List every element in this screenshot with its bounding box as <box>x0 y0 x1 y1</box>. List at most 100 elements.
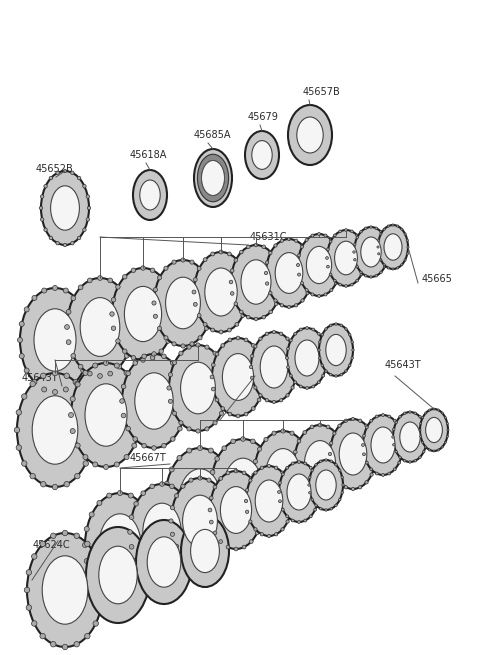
Ellipse shape <box>306 246 332 284</box>
Ellipse shape <box>399 415 401 418</box>
Ellipse shape <box>198 266 202 271</box>
Ellipse shape <box>315 504 317 506</box>
Ellipse shape <box>382 413 384 417</box>
Ellipse shape <box>395 421 397 424</box>
Ellipse shape <box>122 349 127 354</box>
Ellipse shape <box>393 443 395 446</box>
Ellipse shape <box>221 494 226 498</box>
Text: 45679: 45679 <box>248 112 279 122</box>
Ellipse shape <box>120 399 124 403</box>
Ellipse shape <box>196 343 200 347</box>
Ellipse shape <box>324 293 327 296</box>
Ellipse shape <box>278 481 281 484</box>
Ellipse shape <box>396 267 399 269</box>
Ellipse shape <box>166 285 170 290</box>
Ellipse shape <box>330 373 332 376</box>
Ellipse shape <box>359 485 362 489</box>
Ellipse shape <box>170 533 175 536</box>
Ellipse shape <box>141 491 145 495</box>
Ellipse shape <box>204 276 208 280</box>
Ellipse shape <box>40 217 44 221</box>
Ellipse shape <box>330 419 376 489</box>
Ellipse shape <box>297 263 300 267</box>
Ellipse shape <box>421 441 424 443</box>
Ellipse shape <box>74 641 80 647</box>
Ellipse shape <box>317 500 320 502</box>
Ellipse shape <box>320 508 322 510</box>
Ellipse shape <box>85 493 155 597</box>
Ellipse shape <box>300 385 302 388</box>
Ellipse shape <box>86 354 91 358</box>
Ellipse shape <box>114 363 120 368</box>
Ellipse shape <box>375 274 377 277</box>
Ellipse shape <box>294 239 298 242</box>
Ellipse shape <box>85 384 127 446</box>
Ellipse shape <box>370 276 372 278</box>
Ellipse shape <box>447 429 449 431</box>
Ellipse shape <box>328 453 332 456</box>
Text: 45665: 45665 <box>422 274 453 284</box>
Ellipse shape <box>356 236 359 238</box>
Ellipse shape <box>338 481 341 484</box>
Ellipse shape <box>97 584 102 590</box>
Ellipse shape <box>325 509 327 511</box>
Ellipse shape <box>370 226 372 228</box>
Ellipse shape <box>401 453 404 456</box>
Ellipse shape <box>19 322 24 326</box>
Ellipse shape <box>275 259 278 262</box>
Ellipse shape <box>215 553 219 558</box>
Ellipse shape <box>306 252 309 255</box>
Ellipse shape <box>75 382 80 387</box>
Ellipse shape <box>186 502 190 506</box>
Text: 45685A: 45685A <box>194 130 231 140</box>
Ellipse shape <box>294 425 346 503</box>
Ellipse shape <box>80 297 120 356</box>
Ellipse shape <box>330 508 333 510</box>
Ellipse shape <box>226 506 229 510</box>
Ellipse shape <box>177 540 182 544</box>
Ellipse shape <box>202 160 225 195</box>
Ellipse shape <box>441 412 443 414</box>
Ellipse shape <box>291 462 294 465</box>
Ellipse shape <box>356 265 359 268</box>
Ellipse shape <box>292 462 296 466</box>
Ellipse shape <box>278 269 282 272</box>
Ellipse shape <box>384 265 386 268</box>
Ellipse shape <box>136 520 192 604</box>
Ellipse shape <box>441 446 443 448</box>
Ellipse shape <box>203 322 207 326</box>
Text: 45643T: 45643T <box>22 373 59 383</box>
Ellipse shape <box>150 356 155 360</box>
Ellipse shape <box>170 506 175 510</box>
Ellipse shape <box>210 471 262 549</box>
Ellipse shape <box>329 240 332 243</box>
Ellipse shape <box>32 621 37 626</box>
Ellipse shape <box>65 325 70 329</box>
Ellipse shape <box>274 244 277 247</box>
Ellipse shape <box>354 243 356 246</box>
Ellipse shape <box>278 291 282 295</box>
Ellipse shape <box>433 450 435 452</box>
Ellipse shape <box>371 427 395 463</box>
Ellipse shape <box>387 267 389 269</box>
Ellipse shape <box>224 458 262 515</box>
Ellipse shape <box>310 499 314 503</box>
Ellipse shape <box>197 550 203 555</box>
Ellipse shape <box>19 354 24 358</box>
Ellipse shape <box>260 346 288 388</box>
Ellipse shape <box>241 260 271 304</box>
Text: 45618A: 45618A <box>130 150 168 160</box>
Ellipse shape <box>286 479 289 482</box>
Ellipse shape <box>272 400 276 403</box>
Ellipse shape <box>241 314 245 318</box>
Ellipse shape <box>181 344 185 348</box>
Ellipse shape <box>192 530 196 534</box>
Ellipse shape <box>370 419 372 422</box>
Ellipse shape <box>64 481 70 487</box>
Ellipse shape <box>309 261 312 264</box>
Ellipse shape <box>235 322 239 326</box>
Ellipse shape <box>382 474 384 476</box>
Ellipse shape <box>40 481 46 487</box>
Ellipse shape <box>309 459 312 464</box>
Ellipse shape <box>205 268 237 316</box>
